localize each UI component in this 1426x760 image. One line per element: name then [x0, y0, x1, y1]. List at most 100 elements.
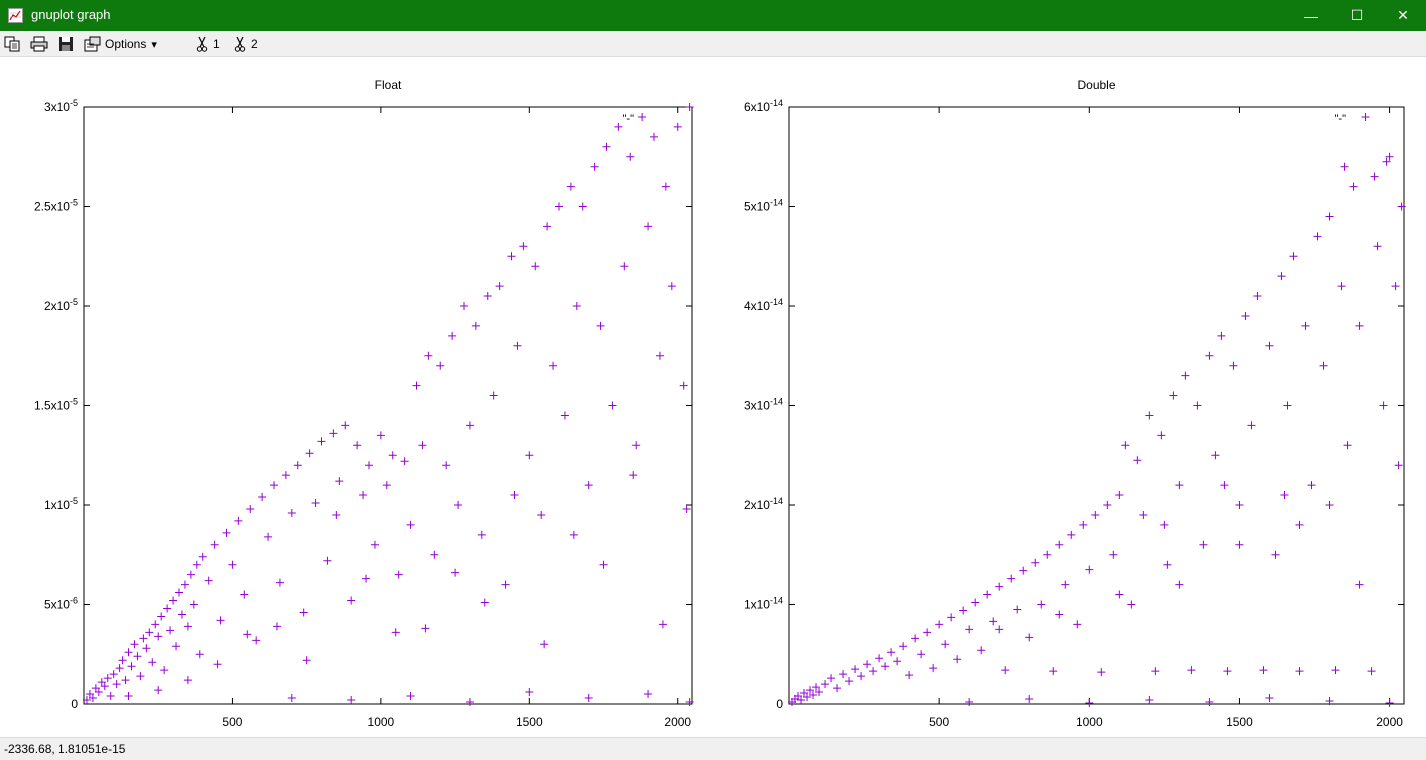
- data-point: [851, 665, 860, 674]
- data-point: [270, 481, 278, 490]
- data-point: [166, 626, 175, 635]
- x-tick-label: 1500: [1226, 715, 1253, 729]
- data-point: [391, 628, 400, 637]
- data-point: [658, 620, 667, 629]
- data-point: [198, 552, 207, 561]
- y-tick-label: 0: [776, 697, 783, 711]
- data-point: [489, 391, 498, 400]
- data-point: [1259, 666, 1268, 675]
- data-point: [1382, 157, 1391, 166]
- data-point: [1307, 481, 1316, 490]
- toggle-plot-1-button[interactable]: 1: [196, 35, 220, 53]
- data-point: [1355, 321, 1364, 330]
- data-point: [1121, 441, 1130, 450]
- data-point: [82, 696, 91, 705]
- data-point: [365, 461, 373, 470]
- data-point: [1097, 668, 1106, 677]
- data-point: [465, 698, 474, 707]
- toggle-plot-2-button[interactable]: 2: [234, 35, 258, 53]
- print-button[interactable]: [30, 35, 48, 53]
- data-point: [1175, 580, 1184, 589]
- data-point: [644, 222, 653, 231]
- data-point: [406, 692, 415, 701]
- data-point: [451, 568, 460, 577]
- close-button[interactable]: ✕: [1380, 0, 1426, 31]
- data-point: [293, 461, 302, 470]
- data-point: [1211, 451, 1220, 460]
- data-point: [394, 570, 403, 579]
- data-point: [1361, 112, 1370, 121]
- data-point: [1340, 162, 1349, 171]
- data-point: [362, 574, 371, 583]
- data-point: [1265, 694, 1274, 703]
- y-tick-label: 3x10-14: [744, 397, 783, 413]
- data-point: [341, 421, 350, 430]
- data-point: [661, 182, 670, 191]
- save-button[interactable]: [58, 35, 74, 53]
- plot-canvas[interactable]: Float "-" 500 1000 1500 2000 0 5x10-6 1x10-5 1.5x…: [0, 57, 1426, 737]
- data-point: [845, 677, 854, 686]
- data-point: [638, 112, 647, 121]
- minimize-button[interactable]: —: [1288, 0, 1334, 31]
- data-point: [812, 683, 821, 692]
- data-point: [118, 656, 127, 665]
- x-tick-label: 2000: [664, 715, 691, 729]
- data-point: [1217, 331, 1226, 340]
- copy-button[interactable]: [4, 35, 21, 53]
- data-point: [1220, 481, 1229, 490]
- maximize-button[interactable]: ☐: [1334, 0, 1380, 31]
- data-point: [1160, 520, 1169, 529]
- data-point: [1319, 361, 1328, 370]
- data-point: [1193, 401, 1202, 410]
- data-point: [1085, 565, 1094, 574]
- data-point: [186, 570, 195, 579]
- data-point: [833, 684, 842, 693]
- data-point: [460, 302, 468, 310]
- data-point: [264, 532, 273, 541]
- data-point: [1355, 580, 1364, 589]
- gnuplot-charts: Float "-" 500 1000 1500 2000 0 5x10-6 1x10-5 1.5x…: [34, 78, 1406, 729]
- data-point: [1247, 421, 1256, 430]
- data-point: [370, 540, 379, 549]
- data-point: [228, 560, 237, 569]
- data-point: [667, 282, 676, 291]
- data-point: [139, 634, 148, 643]
- data-point: [803, 693, 812, 702]
- data-point: [1061, 580, 1070, 589]
- data-point: [584, 694, 593, 703]
- data-point: [815, 688, 824, 697]
- data-point: [1343, 441, 1352, 450]
- data-point: [923, 628, 932, 637]
- data-point: [1367, 667, 1376, 676]
- data-point: [246, 504, 255, 513]
- data-point: [495, 282, 504, 291]
- data-point: [809, 691, 818, 700]
- scissors-icon: [234, 36, 246, 52]
- title-bar: gnuplot graph — ☐ ✕: [0, 0, 1426, 31]
- data-point: [1325, 212, 1334, 221]
- data-point: [1235, 501, 1244, 509]
- data-point: [857, 672, 866, 681]
- data-point: [142, 644, 151, 653]
- data-point: [430, 550, 439, 559]
- data-point: [608, 401, 617, 410]
- data-point: [465, 421, 474, 430]
- data-point: [540, 640, 549, 649]
- data-point: [531, 262, 540, 271]
- data-point: [323, 556, 332, 565]
- maximize-icon: ☐: [1350, 7, 1364, 23]
- data-point: [1139, 510, 1148, 519]
- data-point: [252, 636, 261, 645]
- chart-title: Double: [1077, 78, 1115, 92]
- data-point: [169, 596, 178, 605]
- options-menu[interactable]: Options ▾: [84, 35, 157, 53]
- data-point: [644, 690, 653, 699]
- data-point: [359, 491, 368, 500]
- data-point: [192, 560, 201, 569]
- data-point: [655, 351, 664, 360]
- minimize-icon: —: [1304, 7, 1318, 24]
- data-point: [1271, 550, 1280, 559]
- data-point: [519, 242, 528, 251]
- data-point: [549, 361, 558, 370]
- data-point: [1337, 282, 1346, 291]
